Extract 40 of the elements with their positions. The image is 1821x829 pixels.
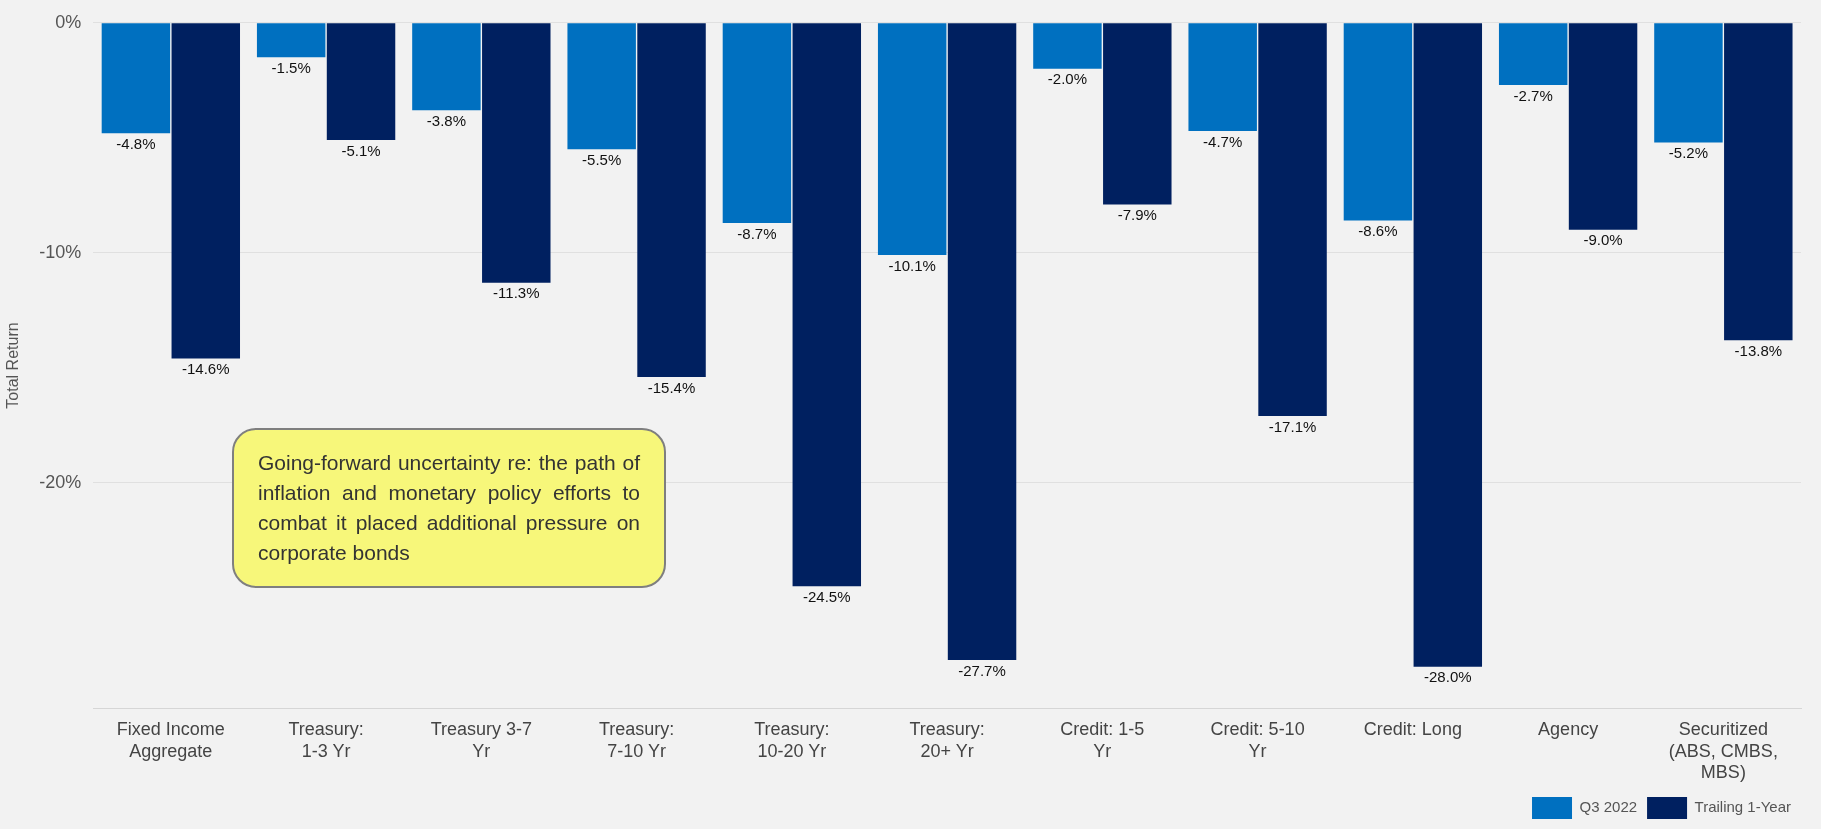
data-label: -24.5%	[803, 587, 851, 605]
data-label: -27.7%	[958, 661, 1006, 679]
x-tick-label: Treasury: 1-3 Yr	[288, 718, 364, 761]
x-tick-label: Treasury: 7-10 Yr	[598, 718, 675, 761]
x-tick-label: Securitized (ABS, CMBS, MBS)	[1668, 718, 1778, 783]
data-label: -2.0%	[1047, 70, 1088, 88]
x-tick-label: Agency	[1538, 718, 1599, 739]
legend-label: Trailing 1-Year	[1694, 798, 1792, 816]
x-tick-label: Credit: Long	[1363, 718, 1462, 739]
data-label: -15.4%	[647, 378, 696, 396]
data-label: -8.7%	[737, 224, 777, 242]
data-label: -4.7%	[1203, 132, 1243, 150]
x-tick-label: Credit: 1-5 Yr	[1060, 718, 1145, 761]
data-label: -14.6%	[182, 360, 230, 378]
x-tick-label: Treasury: 10-20 Yr	[754, 718, 830, 761]
data-label: -17.1%	[1268, 417, 1317, 435]
data-label: -8.6%	[1358, 222, 1398, 240]
legend-label: Q3 2022	[1579, 798, 1638, 816]
data-label: -3.8%	[426, 111, 467, 129]
y-tick-label: 0%	[55, 11, 82, 32]
data-label: -9.0%	[1583, 231, 1623, 249]
annotation: Going-forward uncertainty re: the path of inflation and monetary policy efforts to combat it placed additional pressure on corporate bonds	[232, 428, 666, 588]
y-axis-title: Total Return	[4, 322, 22, 409]
data-label: -11.3%	[493, 284, 540, 302]
x-tick-label: Fixed Income Aggregate	[116, 718, 225, 761]
data-label: -5.1%	[341, 141, 381, 159]
y-tick-label: -10%	[39, 241, 82, 262]
x-tick-label: Credit: 5-10 Yr	[1210, 718, 1305, 761]
data-label: -10.1%	[888, 256, 936, 274]
y-tick-label: -20%	[39, 471, 82, 492]
data-label: -28.0%	[1424, 668, 1472, 686]
data-label: -5.2%	[1668, 144, 1709, 162]
x-tick-label: Treasury: 20+ Yr	[909, 718, 985, 761]
data-label: -4.8%	[116, 134, 156, 152]
x-tick-label: Treasury 3-7 Yr	[430, 718, 533, 761]
data-label: -7.9%	[1117, 206, 1157, 224]
data-label: -5.5%	[582, 150, 622, 168]
data-label: -13.8%	[1734, 341, 1783, 359]
data-label: -1.5%	[271, 58, 311, 76]
data-label: -2.7%	[1513, 86, 1553, 104]
